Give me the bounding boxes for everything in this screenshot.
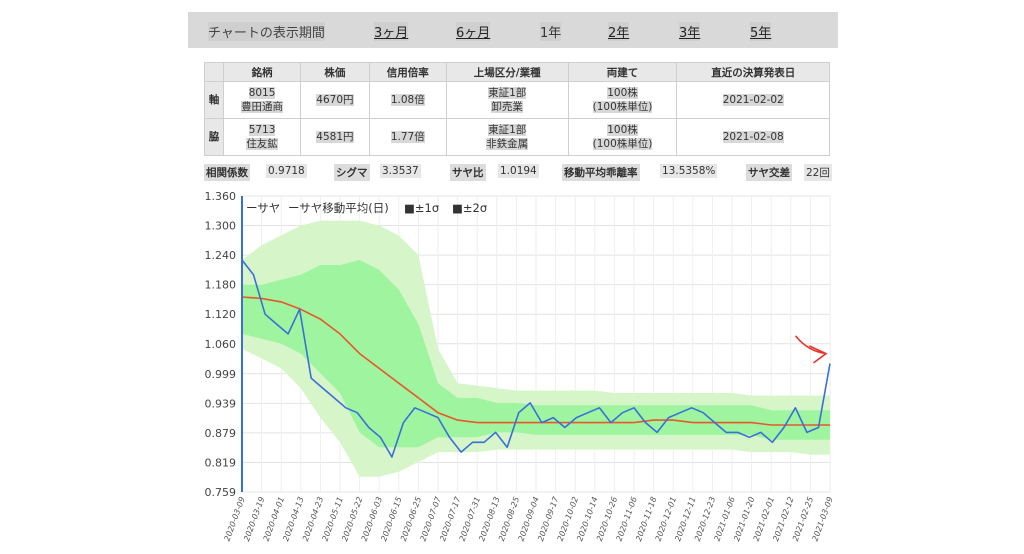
corner-cell xyxy=(204,62,224,82)
stat-key-sigma: シグマ xyxy=(334,164,370,181)
stats-bar: 相関係数 0.9718 シグマ 3.3537 サヤ比 1.0194 移動平均乖離… xyxy=(204,162,832,181)
header-market: 上場区分/業種 xyxy=(445,62,569,82)
ratio-cell: 1.08倍 xyxy=(368,81,447,119)
market-cell: 東証1部 非鉄金属 xyxy=(445,118,569,156)
stock-cell: 8015 豊田通商 xyxy=(222,81,302,119)
unit-cell: 100株 (100株単位) xyxy=(567,81,678,119)
ratio-cell: 1.77倍 xyxy=(368,118,447,156)
stat-key-ratio: サヤ比 xyxy=(450,164,486,181)
stat-value-sigma: 3.3537 xyxy=(380,164,421,178)
series-moving-average-line xyxy=(241,296,830,426)
header-margin-ratio: 信用倍率 xyxy=(368,62,447,82)
row-tag: 脇 xyxy=(204,118,224,156)
period-label: チャートの表示期間 xyxy=(208,22,325,41)
y-tick-label: 1.240 xyxy=(205,249,237,262)
x-tick-label: 2021-03-09 xyxy=(811,496,835,543)
y-tick-label: 0.999 xyxy=(205,368,237,381)
annotation-arrow xyxy=(795,335,828,364)
y-tick-label: 0.879 xyxy=(205,427,237,440)
stat-key-cross: サヤ交差 xyxy=(746,164,792,181)
table-row: 脇 5713 住友鉱 4581円 1.77倍 東証1部 非鉄金属 100株 (100株… xyxy=(204,118,830,156)
stat-value-cross: 22回 xyxy=(804,164,832,181)
market-cell: 東証1部 卸売業 xyxy=(445,81,569,119)
legend-item: ■±1σ xyxy=(404,201,439,215)
y-tick-label: 1.300 xyxy=(205,220,237,233)
header-earnings-date: 直近の決算発表日 xyxy=(676,62,830,82)
legend-item: ーサヤ xyxy=(246,201,280,215)
y-tick-label: 0.939 xyxy=(205,397,237,410)
y-tick-label: 1.120 xyxy=(205,308,237,321)
period-1-year: 1年 xyxy=(540,22,562,41)
period-6-months[interactable]: 6ヶ月 xyxy=(456,22,491,41)
legend-item: ■±2σ xyxy=(452,201,487,215)
y-tick-label: 1.060 xyxy=(205,338,237,351)
stat-value-correlation: 0.9718 xyxy=(266,164,307,178)
band-1-sigma xyxy=(242,260,830,448)
period-3-months[interactable]: 3ヶ月 xyxy=(374,22,409,41)
chart-period-bar: チャートの表示期間 3ヶ月 6ヶ月 1年 2年 3年 5年 xyxy=(188,12,838,48)
stat-value-ratio: 1.0194 xyxy=(498,164,539,178)
stock-cell: 5713 住友鉱 xyxy=(222,118,302,156)
y-tick-label: 0.819 xyxy=(205,456,237,469)
period-5-years[interactable]: 5年 xyxy=(750,22,772,41)
y-tick-label: 1.360 xyxy=(205,190,237,203)
y-tick-label: 1.180 xyxy=(205,279,237,292)
header-stock: 銘柄 xyxy=(222,62,302,82)
date-cell: 2021-02-02 xyxy=(676,81,830,119)
unit-cell: 100株 (100株単位) xyxy=(567,118,678,156)
header-hedge: 両建て xyxy=(567,62,678,82)
spread-chart: 1.360 1.300 1.240 1.180 1.120 1.060 0.999 0.939… xyxy=(205,190,835,543)
price-cell: 4670円 xyxy=(300,81,370,119)
table-row: 軸 8015 豊田通商 4670円 1.08倍 東証1部 卸売業 100株 (100株… xyxy=(204,81,830,119)
period-2-years[interactable]: 2年 xyxy=(608,22,630,41)
stat-key-ma-deviation: 移動平均乖離率 xyxy=(562,164,640,181)
price-cell: 4581円 xyxy=(300,118,370,156)
legend-item: ーサヤ移動平均(日) xyxy=(288,201,389,215)
date-cell: 2021-02-08 xyxy=(676,118,830,156)
stat-key-correlation: 相関係数 xyxy=(204,164,250,181)
series-saya-line xyxy=(241,259,831,458)
header-price: 株価 xyxy=(300,62,370,82)
y-tick-label: 0.759 xyxy=(205,486,237,499)
stat-value-ma-deviation: 13.5358% xyxy=(660,164,718,178)
period-3-years[interactable]: 3年 xyxy=(679,22,701,41)
row-tag: 軸 xyxy=(204,81,224,119)
stock-info-table: 銘柄 株価 信用倍率 上場区分/業種 両建て 直近の決算発表日 軸 8015 豊田… xyxy=(204,62,830,156)
